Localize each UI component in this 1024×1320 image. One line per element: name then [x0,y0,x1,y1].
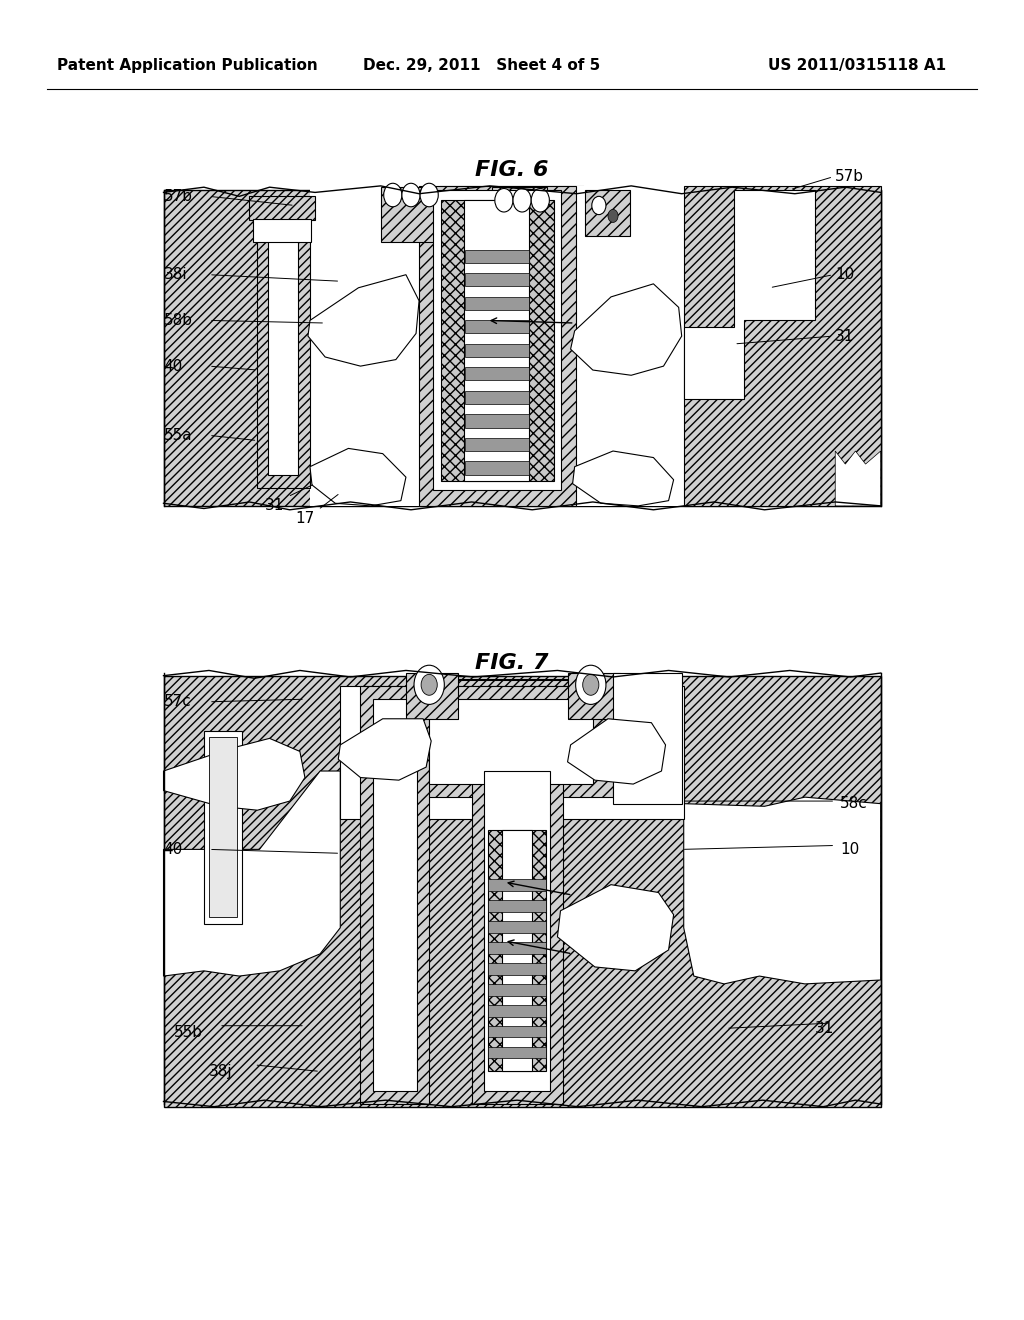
Bar [465,273,529,286]
Bar [483,771,550,1092]
Bar [487,964,547,974]
Bar [441,201,554,480]
Bar [340,686,684,820]
Text: 40: 40 [164,359,182,374]
Bar [684,186,881,506]
Circle shape [421,675,437,696]
Bar [487,1026,547,1038]
Text: 38i: 38i [164,267,187,282]
Circle shape [401,183,420,207]
Bar [572,186,684,506]
Bar [465,321,529,334]
Bar [465,297,529,310]
Text: 57c: 57c [164,694,191,709]
Bar [209,737,238,917]
Polygon shape [684,190,815,399]
Circle shape [414,665,444,705]
Bar [465,438,529,451]
Text: US 2011/0315118 A1: US 2011/0315118 A1 [768,58,946,73]
Bar [253,219,311,242]
Polygon shape [567,719,666,784]
Bar [204,730,243,924]
Bar [465,462,529,474]
Bar [465,345,529,356]
Bar [406,673,459,719]
Bar [502,830,532,1072]
Circle shape [531,189,549,213]
Circle shape [513,189,531,213]
Polygon shape [570,284,682,375]
Text: 31: 31 [264,499,284,513]
Bar [585,190,630,235]
Text: Dec. 29, 2011   Sheet 4 of 5: Dec. 29, 2011 Sheet 4 of 5 [364,58,600,73]
Circle shape [420,183,438,207]
Text: FIG. 6: FIG. 6 [475,160,549,181]
Circle shape [583,675,599,696]
Bar [373,700,417,1092]
Text: 55b: 55b [174,1024,203,1040]
Bar [250,197,315,220]
Bar [360,686,429,1104]
Polygon shape [557,884,674,970]
Text: 31: 31 [836,329,855,343]
Polygon shape [164,771,340,975]
Bar [164,190,881,506]
Circle shape [608,210,618,223]
Bar [472,764,562,1104]
Text: FIG. 7: FIG. 7 [475,652,549,673]
Polygon shape [308,275,419,366]
Polygon shape [338,719,431,780]
Circle shape [495,189,513,213]
Bar [465,249,529,263]
Bar [433,190,561,490]
Polygon shape [164,738,305,810]
Bar [267,220,298,474]
Bar [567,673,621,719]
Bar [429,700,593,784]
Text: 58b: 58b [164,313,193,327]
Polygon shape [836,451,881,506]
Bar [419,186,575,506]
Bar [411,686,613,797]
Bar [487,1047,547,1059]
Bar [487,879,547,891]
Circle shape [384,183,401,207]
Text: 40: 40 [164,842,182,857]
Text: 10: 10 [836,267,854,282]
Polygon shape [684,797,881,983]
Text: 58c: 58c [841,796,868,812]
Bar [492,187,548,242]
Polygon shape [572,451,674,506]
Text: 31: 31 [815,1020,835,1036]
Bar [465,391,529,404]
Text: 10: 10 [841,842,859,857]
Bar [487,921,547,933]
Bar [164,676,881,1106]
Bar [613,673,682,804]
Bar [465,414,529,428]
Text: 57b: 57b [164,189,193,203]
Bar [487,942,547,954]
Bar [381,187,436,242]
Circle shape [575,665,606,705]
Circle shape [592,197,606,215]
Text: Patent Application Publication: Patent Application Publication [57,58,318,73]
Bar [464,201,529,480]
Text: 17: 17 [295,511,314,527]
Bar [487,900,547,912]
Bar [487,983,547,995]
Text: 38j: 38j [209,1064,232,1078]
Bar [487,1005,547,1016]
Bar [465,367,529,380]
Bar [487,830,547,1072]
Text: 57b: 57b [836,169,864,185]
Bar [310,186,512,506]
Text: 55a: 55a [164,428,193,442]
Bar [257,207,310,487]
Polygon shape [310,449,406,506]
